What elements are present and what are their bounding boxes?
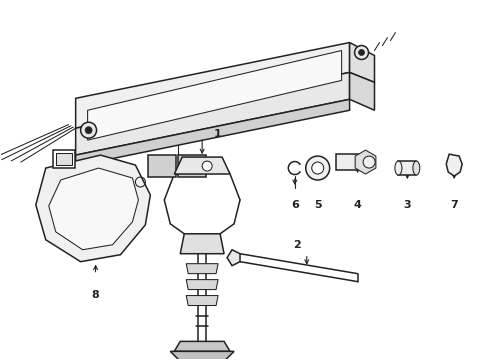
Circle shape — [202, 161, 212, 171]
Circle shape — [358, 50, 364, 55]
Circle shape — [354, 45, 368, 59]
Polygon shape — [56, 153, 72, 165]
Circle shape — [85, 127, 92, 134]
Polygon shape — [349, 72, 374, 110]
Polygon shape — [53, 150, 75, 168]
Polygon shape — [76, 99, 349, 166]
Polygon shape — [186, 280, 218, 289]
Polygon shape — [226, 250, 240, 266]
Polygon shape — [335, 154, 365, 170]
Polygon shape — [178, 155, 206, 177]
Polygon shape — [170, 351, 234, 360]
Text: 3: 3 — [403, 200, 410, 210]
Polygon shape — [174, 341, 229, 351]
Polygon shape — [174, 157, 229, 174]
Circle shape — [363, 156, 374, 168]
Polygon shape — [36, 155, 150, 262]
Circle shape — [305, 156, 329, 180]
Polygon shape — [148, 155, 176, 177]
Polygon shape — [76, 72, 349, 155]
Text: 7: 7 — [449, 200, 457, 210]
Polygon shape — [180, 234, 224, 254]
Text: 8: 8 — [92, 289, 99, 300]
Polygon shape — [398, 161, 415, 175]
Text: 5: 5 — [313, 200, 321, 210]
Text: 2: 2 — [292, 240, 300, 250]
Polygon shape — [354, 150, 375, 174]
Polygon shape — [446, 154, 461, 176]
Text: 1: 1 — [214, 129, 222, 139]
Polygon shape — [49, 168, 138, 250]
Text: 6: 6 — [290, 200, 298, 210]
Circle shape — [81, 122, 96, 138]
Polygon shape — [186, 296, 218, 306]
Polygon shape — [76, 42, 349, 128]
Polygon shape — [87, 50, 341, 140]
Ellipse shape — [412, 161, 419, 175]
Polygon shape — [349, 42, 374, 82]
Ellipse shape — [394, 161, 401, 175]
Polygon shape — [186, 264, 218, 274]
Text: 4: 4 — [353, 200, 361, 210]
Circle shape — [311, 162, 323, 174]
